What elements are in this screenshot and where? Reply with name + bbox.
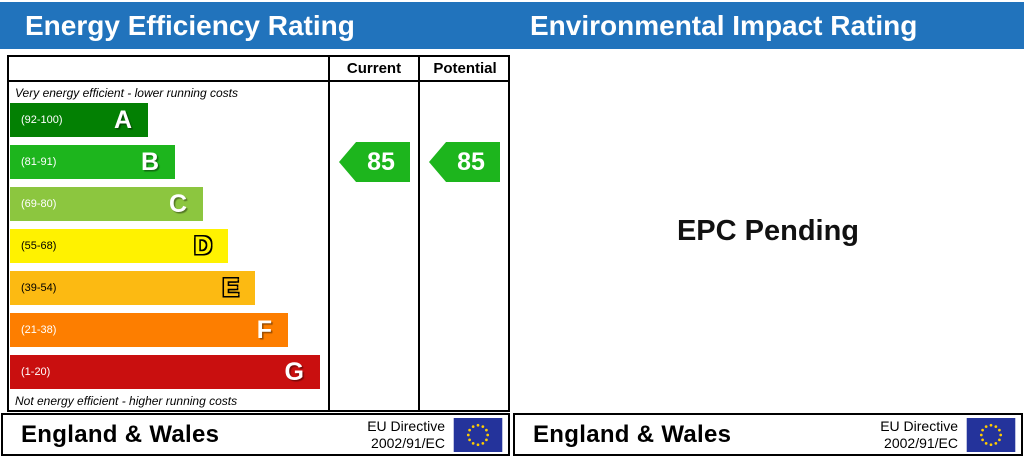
epc-pending-text: EPC Pending xyxy=(676,214,860,247)
band-letter: F xyxy=(256,316,272,344)
region-label: England & Wales xyxy=(533,420,732,448)
eu-directive-text: EU Directive 2002/91/EC xyxy=(880,417,958,451)
potential-column-divider xyxy=(418,55,420,412)
top-note: Very energy efficient - lower running co… xyxy=(15,86,238,100)
band-range-label: (69-80) xyxy=(21,198,57,210)
band-range-label: (39-54) xyxy=(21,282,57,294)
energy-efficiency-title: Energy Efficiency Rating xyxy=(25,10,355,41)
environmental-impact-title: Environmental Impact Rating xyxy=(530,10,918,41)
band-letter: D xyxy=(193,232,212,260)
band-bar: (1-20) G xyxy=(10,355,320,389)
band-bar: (81-91) B xyxy=(10,145,175,179)
current-column-divider xyxy=(328,55,330,412)
eu-flag-icon xyxy=(453,417,503,452)
band-row: (55-68) D xyxy=(10,229,328,271)
footer-right: England & Wales EU Directive 2002/91/EC xyxy=(513,413,1023,456)
column-header-potential: Potential xyxy=(433,60,497,77)
band-row: (1-20) G xyxy=(10,355,328,397)
eu-flag-icon xyxy=(966,417,1016,452)
current-rating-arrow: 85 xyxy=(339,142,410,182)
column-header-current: Current xyxy=(346,60,402,77)
band-row: (69-80) C xyxy=(10,187,328,229)
band-letter: B xyxy=(140,148,159,176)
band-letter: E xyxy=(222,274,239,302)
band-bar: (69-80) C xyxy=(10,187,203,221)
current-rating-value: 85 xyxy=(367,147,395,176)
band-letter: A xyxy=(113,106,132,134)
band-row: (92-100) A xyxy=(10,103,328,145)
region-label: England & Wales xyxy=(21,420,220,448)
band-bar: (39-54) E xyxy=(10,271,255,305)
band-letter: G xyxy=(284,358,304,386)
band-row: (21-38) F xyxy=(10,313,328,355)
band-range-label: (1-20) xyxy=(21,366,51,378)
band-bar: (21-38) F xyxy=(10,313,288,347)
band-row: (81-91) B xyxy=(10,145,328,187)
bands-container: (92-100) A (81-91) B (69-80) C (55-68) D xyxy=(10,103,328,397)
band-range-label: (92-100) xyxy=(21,114,63,126)
band-row: (39-54) E xyxy=(10,271,328,313)
potential-rating-value: 85 xyxy=(457,147,485,176)
band-letter: C xyxy=(168,190,187,218)
band-range-label: (81-91) xyxy=(21,156,57,168)
footer-left: England & Wales EU Directive 2002/91/EC xyxy=(1,413,510,456)
bottom-note: Not energy efficient - higher running co… xyxy=(15,394,238,408)
table-header-divider xyxy=(7,80,510,82)
band-range-label: (21-38) xyxy=(21,324,57,336)
environmental-impact-panel: EPC Pending xyxy=(512,51,1024,411)
potential-rating-arrow: 85 xyxy=(429,142,500,182)
header-bar: Energy Efficiency Rating Environmental I… xyxy=(0,2,1024,49)
eu-directive-text: EU Directive 2002/91/EC xyxy=(367,417,445,451)
band-bar: (55-68) D xyxy=(10,229,228,263)
band-range-label: (55-68) xyxy=(21,240,57,252)
band-bar: (92-100) A xyxy=(10,103,148,137)
